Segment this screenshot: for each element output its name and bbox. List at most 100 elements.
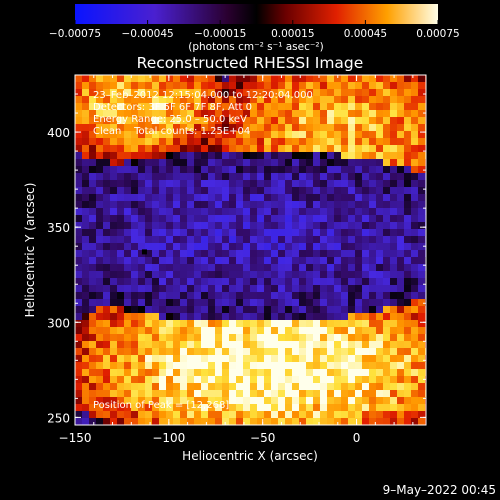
heatmap-cell (103, 418, 111, 425)
heatmap-cell (117, 404, 125, 412)
heatmap-cell (257, 89, 265, 97)
heatmap-cell (117, 145, 125, 153)
heatmap-cell (369, 75, 377, 83)
heatmap-cell (404, 299, 412, 307)
heatmap-cell (327, 292, 335, 300)
heatmap-cell (166, 131, 174, 139)
heatmap-cell (236, 110, 244, 118)
heatmap-cell (362, 110, 370, 118)
heatmap-cell (411, 222, 419, 230)
heatmap-cell (418, 215, 426, 223)
heatmap-cell (208, 75, 216, 83)
heatmap-cell (222, 117, 230, 125)
heatmap-cell (341, 362, 349, 370)
heatmap-cell (390, 194, 398, 202)
heatmap-cell (257, 173, 265, 181)
heatmap-cell (103, 159, 111, 167)
heatmap-cell (215, 201, 223, 209)
heatmap-cell (194, 348, 202, 356)
heatmap-cell (110, 362, 118, 370)
heatmap-cell (376, 201, 384, 209)
heatmap-cell (166, 383, 174, 391)
heatmap-cell (285, 222, 293, 230)
heatmap-cell (124, 173, 132, 181)
heatmap-cell (285, 383, 293, 391)
heatmap-cell (145, 376, 153, 384)
heatmap-cell (180, 271, 188, 279)
heatmap-cell (355, 222, 363, 230)
heatmap-cell (411, 411, 419, 419)
heatmap-cell (117, 348, 125, 356)
heatmap-cell (285, 299, 293, 307)
heatmap-cell (327, 348, 335, 356)
heatmap-cell (236, 166, 244, 174)
heatmap-cell (397, 306, 405, 314)
heatmap-cell (299, 397, 307, 405)
heatmap-cell (320, 103, 328, 111)
heatmap-cell (96, 320, 104, 328)
heatmap-cell (390, 180, 398, 188)
heatmap-cell (152, 306, 160, 314)
heatmap-cell (348, 404, 356, 412)
heatmap-cell (222, 215, 230, 223)
heatmap-cell (152, 229, 160, 237)
heatmap-cell (194, 124, 202, 132)
heatmap-cell (278, 96, 286, 104)
heatmap-cell (271, 131, 279, 139)
heatmap-cell (341, 418, 349, 425)
heatmap-cell (159, 89, 167, 97)
heatmap-cell (320, 362, 328, 370)
heatmap-cell (348, 348, 356, 356)
heatmap-cell (390, 145, 398, 153)
heatmap-cell (306, 222, 314, 230)
heatmap-cell (89, 166, 97, 174)
heatmap-cell (138, 89, 146, 97)
heatmap-cell (348, 313, 356, 321)
heatmap-cell (299, 131, 307, 139)
heatmap-cell (75, 82, 83, 90)
heatmap-cell (299, 376, 307, 384)
heatmap-cell (306, 236, 314, 244)
heatmap-cell (348, 96, 356, 104)
heatmap-cell (124, 404, 132, 412)
heatmap-cell (145, 229, 153, 237)
heatmap-cell (138, 159, 146, 167)
heatmap-cell (327, 222, 335, 230)
heatmap-cell (152, 271, 160, 279)
heatmap-cell (313, 404, 321, 412)
heatmap-cell (82, 250, 90, 258)
heatmap-cell (145, 236, 153, 244)
heatmap-cell (145, 173, 153, 181)
heatmap-cell (187, 131, 195, 139)
heatmap-cell (201, 397, 209, 405)
heatmap-cell (348, 306, 356, 314)
heatmap-cell (187, 208, 195, 216)
heatmap-cell (250, 152, 258, 160)
heatmap-cell (299, 229, 307, 237)
heatmap-cell (82, 299, 90, 307)
heatmap-cell (257, 138, 265, 146)
heatmap-cell (306, 82, 314, 90)
heatmap-cell (103, 327, 111, 335)
heatmap-cell (320, 208, 328, 216)
heatmap-cell (271, 117, 279, 125)
heatmap-cell (215, 383, 223, 391)
heatmap-cell (257, 362, 265, 370)
heatmap-cell (376, 306, 384, 314)
heatmap-cell (236, 418, 244, 425)
heatmap-cell (82, 397, 90, 405)
heatmap-cell (418, 271, 426, 279)
heatmap-cell (278, 138, 286, 146)
heatmap-cell (411, 194, 419, 202)
heatmap-cell (383, 369, 391, 377)
heatmap-cell (201, 348, 209, 356)
heatmap-cell (243, 159, 251, 167)
heatmap-cell (327, 271, 335, 279)
heatmap-cell (306, 152, 314, 160)
heatmap-cell (229, 138, 237, 146)
heatmap-cell (117, 208, 125, 216)
heatmap-cell (362, 341, 370, 349)
heatmap-cell (313, 117, 321, 125)
heatmap-cell (187, 201, 195, 209)
heatmap-cell (110, 418, 118, 425)
